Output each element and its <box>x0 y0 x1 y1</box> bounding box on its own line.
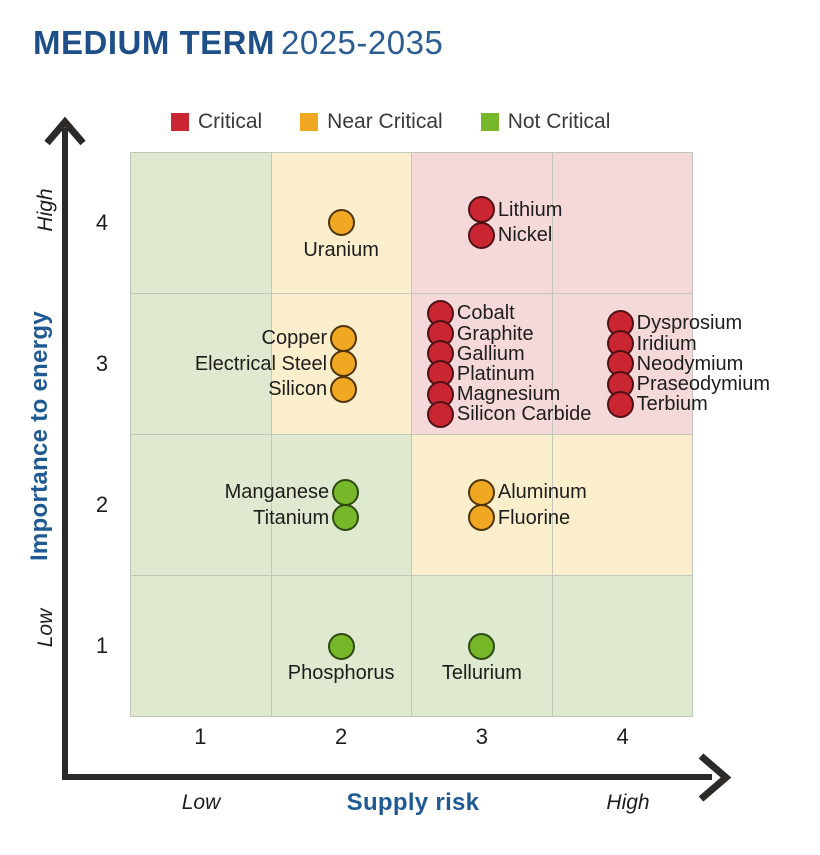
marker-electrical-steel-label: Electrical Steel <box>194 352 328 375</box>
y-tick-4: 4 <box>95 209 109 235</box>
marker-phosphorus-circle <box>327 632 355 660</box>
y-axis-arrow-icon <box>44 116 86 146</box>
marker-silicon-label: Silicon <box>268 378 328 401</box>
marker-tellurium-label: Tellurium <box>441 662 522 685</box>
x-axis-low-label: Low <box>181 791 221 814</box>
marker-copper-label: Copper <box>261 327 328 350</box>
marker-fluorine-circle <box>468 504 496 532</box>
marker-gallium-label: Gallium <box>456 342 525 365</box>
grid-cell-r1-c4 <box>552 576 692 716</box>
y-axis-high-label: High <box>34 188 57 232</box>
grid-cell-r4-c1 <box>131 153 271 293</box>
x-tick-2: 2 <box>335 724 348 749</box>
marker-uranium-label: Uranium <box>303 238 379 261</box>
marker-manganese-label: Manganese <box>224 481 330 504</box>
y-tick-1: 1 <box>95 633 109 659</box>
marker-titanium-label: Titanium <box>253 506 330 529</box>
y-tick-3: 3 <box>95 350 109 376</box>
marker-platinum-label: Platinum <box>456 362 535 385</box>
marker-dysprosium-label: Dysprosium <box>636 312 743 335</box>
marker-lithium-label: Lithium <box>497 198 563 221</box>
marker-manganese-circle <box>331 478 359 506</box>
legend-swatch-icon <box>171 113 189 131</box>
marker-graphite-label: Graphite <box>456 322 534 345</box>
marker-cobalt-label: Cobalt <box>456 302 515 325</box>
legend-item-not-critical: Not Critical <box>480 110 611 134</box>
marker-lithium-circle <box>468 196 496 224</box>
marker-neodymium-label: Neodymium <box>636 352 744 375</box>
marker-titanium-circle <box>331 504 359 532</box>
x-tick-4: 4 <box>616 724 629 749</box>
legend-swatch-icon <box>480 113 499 131</box>
y-axis-title: Importance to energy <box>26 310 53 562</box>
x-axis-high-label: High <box>606 791 650 814</box>
title-main: MEDIUM TERM <box>33 24 275 61</box>
title-period: 2025-2035 <box>280 24 444 61</box>
legend-item-critical: Critical <box>171 110 262 134</box>
matrix-grid <box>130 152 693 717</box>
legend-label: Near Critical <box>327 110 443 133</box>
marker-fluorine-label: Fluorine <box>497 506 571 529</box>
marker-magnesium-label: Magnesium <box>456 383 561 406</box>
marker-praseodymium-label: Praseodymium <box>636 373 771 396</box>
marker-silicon-carbide-circle <box>427 400 455 428</box>
marker-uranium-circle <box>327 209 355 237</box>
legend: Critical Near Critical Not Critical <box>171 110 610 134</box>
grid-cell-r4-c4 <box>552 153 692 293</box>
x-tick-1: 1 <box>194 724 207 749</box>
marker-silicon-carbide-label: Silicon Carbide <box>456 403 592 426</box>
marker-phosphorus-label: Phosphorus <box>287 662 395 685</box>
legend-label: Critical <box>198 110 263 133</box>
page-title: MEDIUM TERM 2025-2035 <box>33 24 443 62</box>
marker-electrical-steel-circle <box>329 350 357 378</box>
legend-item-near-critical: Near Critical <box>300 110 443 134</box>
marker-nickel-circle <box>468 221 496 249</box>
grid-cell-r2-c4 <box>552 435 692 575</box>
marker-terbium-circle <box>607 390 635 418</box>
legend-label: Not Critical <box>507 110 611 133</box>
x-axis-arrow-icon <box>698 753 732 802</box>
marker-iridium-label: Iridium <box>636 332 697 355</box>
marker-aluminum-label: Aluminum <box>497 481 587 504</box>
marker-nickel-label: Nickel <box>497 224 553 247</box>
grid-cell-r2-c1 <box>131 435 271 575</box>
legend-swatch-icon <box>300 113 319 131</box>
y-axis-low-label: Low <box>34 608 57 648</box>
x-tick-3: 3 <box>475 724 488 749</box>
marker-copper-circle <box>329 324 357 352</box>
grid-cell-r3-c1 <box>131 294 271 434</box>
grid-cell-r1-c1 <box>131 576 271 716</box>
marker-tellurium-circle <box>468 632 496 660</box>
marker-silicon-circle <box>329 375 357 403</box>
x-axis-title: Supply risk <box>346 789 480 816</box>
marker-terbium-label: Terbium <box>636 393 708 416</box>
y-tick-2: 2 <box>95 492 109 518</box>
